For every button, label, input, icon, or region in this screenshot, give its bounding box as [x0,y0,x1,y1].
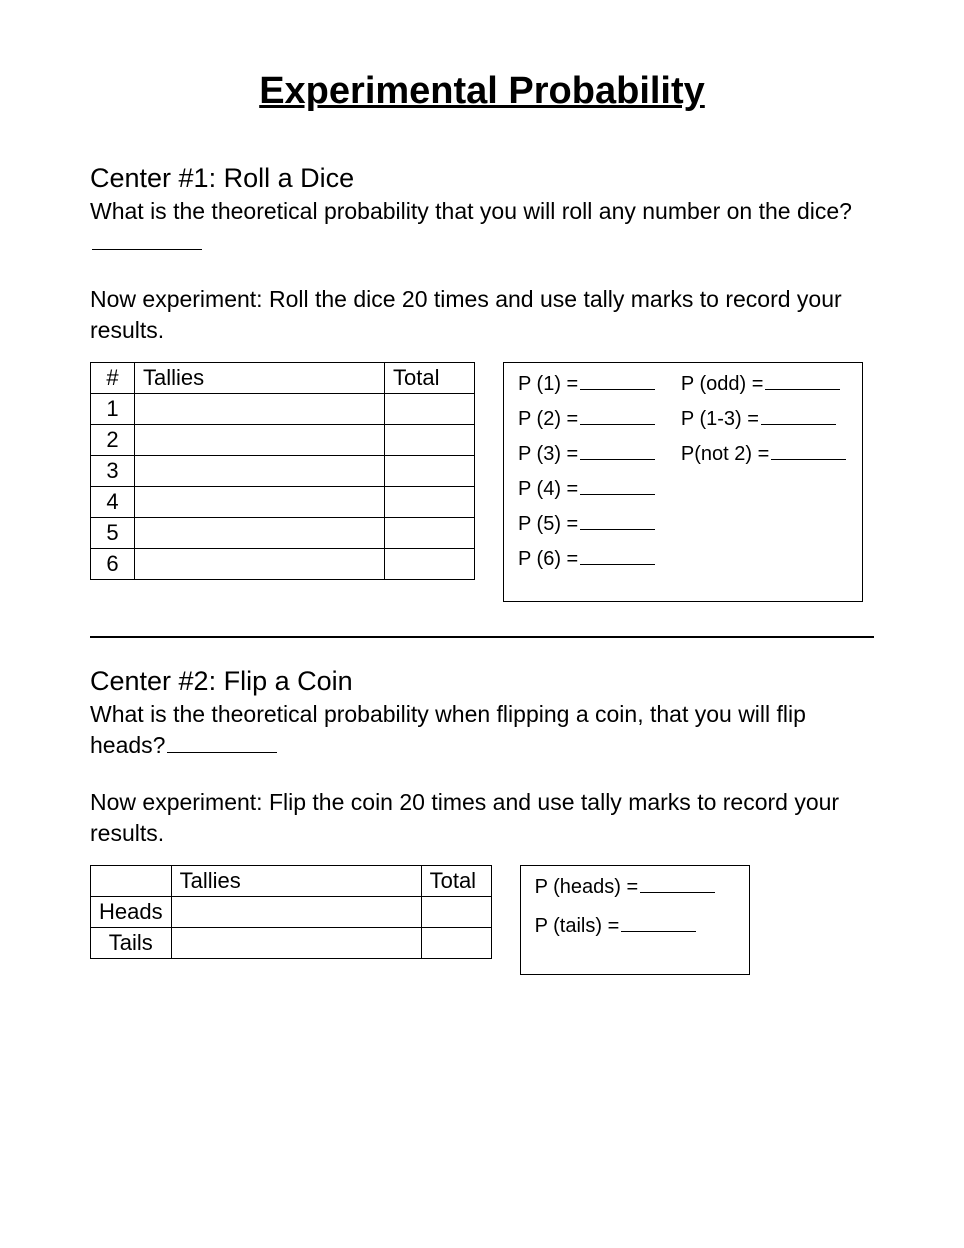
section-divider [90,636,874,638]
table-row: Heads [91,897,492,928]
prob-label: P(not 2) = [681,443,769,465]
prob-blank[interactable] [580,389,655,390]
table-row: 5 [91,518,475,549]
dice-prob-grid: P (1) = P (odd) = P (2) = P (1-3) = P (3… [518,373,848,571]
total-cell[interactable] [385,487,475,518]
prob-item: P(not 2) = [681,443,848,466]
prob-label: P (5) = [518,513,578,535]
prob-blank[interactable] [580,494,655,495]
center-1-question: What is the theoretical probability that… [90,196,874,258]
page-title: Experimental Probability [90,70,874,113]
table-row: 3 [91,456,475,487]
total-cell[interactable] [385,394,475,425]
dice-probability-box: P (1) = P (odd) = P (2) = P (1-3) = P (3… [503,362,863,602]
center-1-heading: Center #1: Roll a Dice [90,163,874,194]
table-row: 6 [91,549,475,580]
col-header-total: Total [385,363,475,394]
total-cell[interactable] [385,456,475,487]
coin-probability-box: P (heads) = P (tails) = [520,865,750,975]
dice-tally-table: # Tallies Total 1 2 3 4 5 6 [90,362,475,580]
tally-cell[interactable] [135,425,385,456]
coin-tally-table: Tallies Total Heads Tails [90,865,492,959]
center-1-row: # Tallies Total 1 2 3 4 5 6 P (1) = P (o… [90,362,874,602]
center-1-section: Center #1: Roll a Dice What is the theor… [90,163,874,602]
prob-label: P (tails) = [535,915,620,937]
prob-item: P (1) = [518,373,657,396]
prob-item: P (5) = [518,513,657,536]
table-row: 2 [91,425,475,456]
tally-cell[interactable] [135,456,385,487]
prob-item: P (3) = [518,443,657,466]
prob-blank[interactable] [640,892,715,893]
row-label: 2 [91,425,135,456]
center-1-instruction: Now experiment: Roll the dice 20 times a… [90,284,874,346]
prob-blank[interactable] [761,424,836,425]
table-row: Tails [91,928,492,959]
total-cell[interactable] [385,549,475,580]
total-cell[interactable] [385,518,475,549]
prob-blank[interactable] [580,529,655,530]
prob-blank[interactable] [771,459,846,460]
row-label: Heads [91,897,172,928]
prob-blank[interactable] [580,564,655,565]
prob-label: P (6) = [518,548,578,570]
center-2-question: What is the theoretical probability when… [90,699,874,761]
row-label: 5 [91,518,135,549]
prob-item: P (6) = [518,548,657,571]
row-label: 1 [91,394,135,425]
center-1-question-text: What is the theoretical probability that… [90,198,852,224]
center-2-instruction: Now experiment: Flip the coin 20 times a… [90,787,874,849]
prob-item: P (heads) = [535,876,735,899]
prob-blank[interactable] [765,389,840,390]
row-label: Tails [91,928,172,959]
center-1-answer-blank[interactable] [92,249,202,250]
prob-label: P (heads) = [535,876,639,898]
total-cell[interactable] [421,928,491,959]
prob-blank[interactable] [621,931,696,932]
row-label: 3 [91,456,135,487]
table-header-row: # Tallies Total [91,363,475,394]
prob-label: P (odd) = [681,373,763,395]
total-cell[interactable] [421,897,491,928]
prob-blank[interactable] [580,459,655,460]
prob-item: P (1-3) = [681,408,848,431]
center-2-heading: Center #2: Flip a Coin [90,666,874,697]
prob-item: P (odd) = [681,373,848,396]
tally-cell[interactable] [171,928,421,959]
total-cell[interactable] [385,425,475,456]
tally-cell[interactable] [171,897,421,928]
col-header-total: Total [421,866,491,897]
worksheet-page: Experimental Probability Center #1: Roll… [0,0,964,1248]
center-2-question-text: What is the theoretical probability when… [90,701,806,758]
table-row: 4 [91,487,475,518]
table-header-row: Tallies Total [91,866,492,897]
prob-blank[interactable] [580,424,655,425]
prob-label: P (1) = [518,373,578,395]
col-header-tally: Tallies [135,363,385,394]
prob-label: P (2) = [518,408,578,430]
tally-cell[interactable] [135,487,385,518]
col-header-num: # [91,363,135,394]
prob-item: P (2) = [518,408,657,431]
center-2-answer-blank[interactable] [167,752,277,753]
prob-label: P (3) = [518,443,578,465]
col-header-label [91,866,172,897]
center-2-section: Center #2: Flip a Coin What is the theor… [90,666,874,975]
tally-cell[interactable] [135,394,385,425]
prob-item: P (4) = [518,478,657,501]
tally-cell[interactable] [135,549,385,580]
col-header-tally: Tallies [171,866,421,897]
prob-label: P (1-3) = [681,408,759,430]
table-row: 1 [91,394,475,425]
row-label: 6 [91,549,135,580]
row-label: 4 [91,487,135,518]
center-2-row: Tallies Total Heads Tails P (heads) = P … [90,865,874,975]
tally-cell[interactable] [135,518,385,549]
prob-label: P (4) = [518,478,578,500]
prob-item: P (tails) = [535,915,735,938]
